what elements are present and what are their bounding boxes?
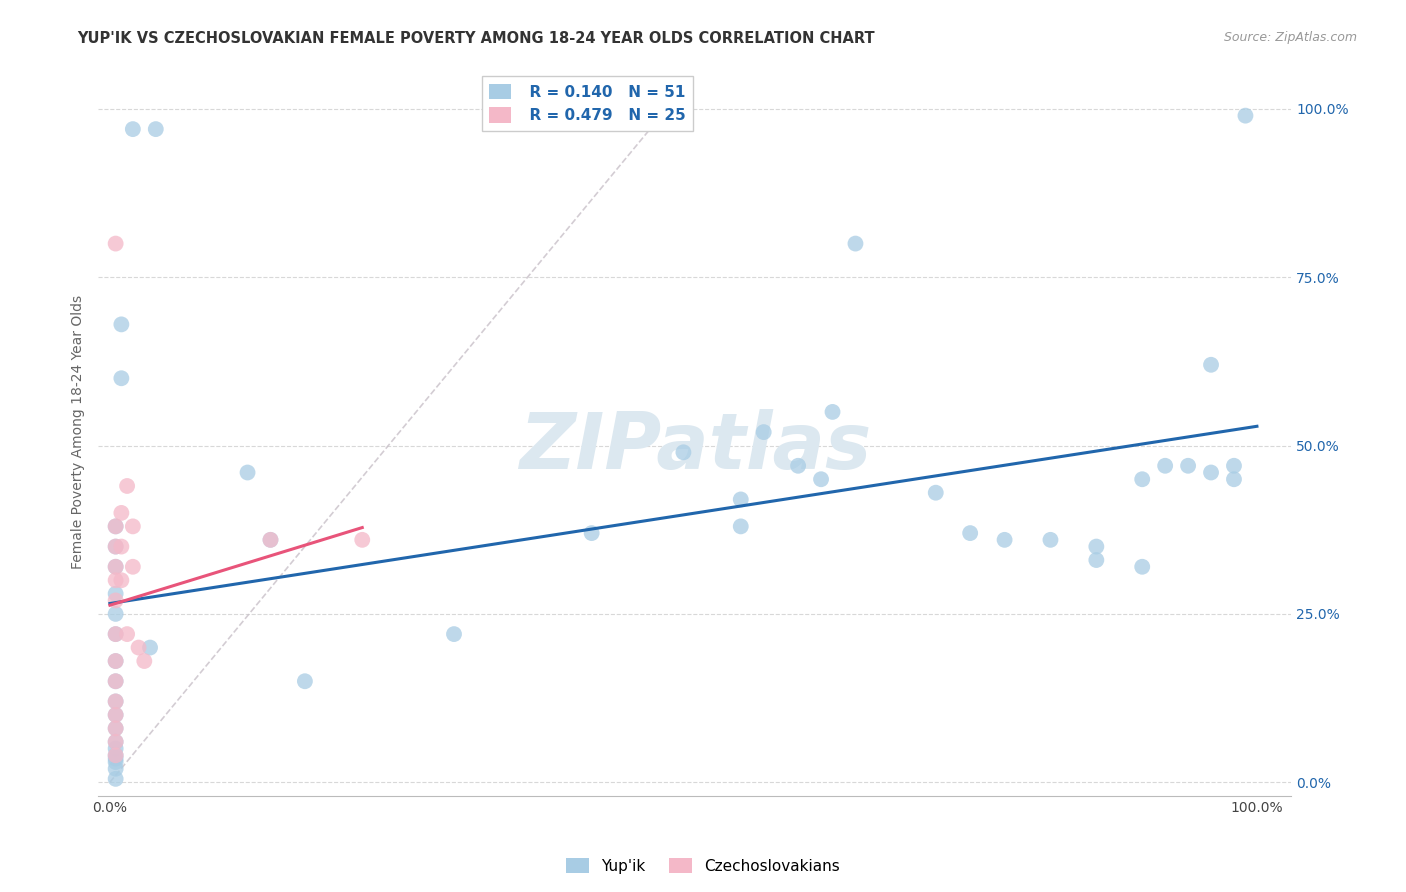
Point [1234, 109, 1257, 123]
Point [993, 533, 1015, 547]
Point [104, 707, 127, 722]
Point [104, 762, 127, 776]
Point [1199, 358, 1222, 372]
Y-axis label: Female Poverty Among 18-24 Year Olds: Female Poverty Among 18-24 Year Olds [72, 295, 86, 569]
Point [110, 506, 132, 520]
Point [352, 533, 374, 547]
Point [104, 559, 127, 574]
Point [844, 236, 866, 251]
Legend: Yup'ik, Czechoslovakians: Yup'ik, Czechoslovakians [561, 852, 845, 880]
Point [672, 445, 695, 459]
Point [139, 640, 162, 655]
Point [1177, 458, 1199, 473]
Point [730, 519, 752, 533]
Point [104, 236, 127, 251]
Point [104, 573, 127, 587]
Point [1223, 458, 1246, 473]
Point [810, 472, 832, 486]
Point [730, 492, 752, 507]
Point [104, 627, 127, 641]
Point [1223, 472, 1246, 486]
Point [925, 485, 948, 500]
Point [1039, 533, 1062, 547]
Point [1130, 559, 1153, 574]
Point [121, 559, 143, 574]
Point [104, 752, 127, 766]
Point [959, 526, 981, 541]
Point [581, 526, 603, 541]
Point [259, 533, 281, 547]
Point [294, 674, 316, 689]
Point [752, 425, 775, 439]
Point [104, 607, 127, 621]
Point [104, 772, 127, 786]
Point [104, 519, 127, 533]
Point [110, 371, 132, 385]
Point [104, 722, 127, 736]
Point [110, 318, 132, 332]
Point [1085, 553, 1108, 567]
Point [104, 707, 127, 722]
Point [128, 640, 150, 655]
Text: YUP'IK VS CZECHOSLOVAKIAN FEMALE POVERTY AMONG 18-24 YEAR OLDS CORRELATION CHART: YUP'IK VS CZECHOSLOVAKIAN FEMALE POVERTY… [77, 31, 875, 46]
Point [1130, 472, 1153, 486]
Point [104, 735, 127, 749]
Point [104, 587, 127, 601]
Point [115, 627, 138, 641]
Point [104, 674, 127, 689]
Point [145, 122, 167, 136]
Point [121, 122, 143, 136]
Point [104, 654, 127, 668]
Text: Source: ZipAtlas.com: Source: ZipAtlas.com [1223, 31, 1357, 45]
Point [259, 533, 281, 547]
Point [104, 540, 127, 554]
Point [1085, 540, 1108, 554]
Point [104, 627, 127, 641]
Point [443, 627, 465, 641]
Point [104, 540, 127, 554]
Point [110, 540, 132, 554]
Point [236, 466, 259, 480]
Point [821, 405, 844, 419]
Point [104, 722, 127, 736]
Point [104, 593, 127, 607]
Point [104, 748, 127, 763]
Point [104, 694, 127, 708]
Text: ZIPatlas: ZIPatlas [519, 409, 870, 484]
Point [104, 559, 127, 574]
Point [787, 458, 810, 473]
Point [1154, 458, 1177, 473]
Point [104, 694, 127, 708]
Point [104, 654, 127, 668]
Point [115, 479, 138, 493]
Point [104, 741, 127, 756]
Legend:   R = 0.140   N = 51,   R = 0.479   N = 25: R = 0.140 N = 51, R = 0.479 N = 25 [482, 76, 693, 131]
Point [104, 748, 127, 763]
Point [1199, 466, 1222, 480]
Point [104, 519, 127, 533]
Point [104, 735, 127, 749]
Point [104, 674, 127, 689]
Point [104, 755, 127, 769]
Point [121, 519, 143, 533]
Point [134, 654, 156, 668]
Point [110, 573, 132, 587]
